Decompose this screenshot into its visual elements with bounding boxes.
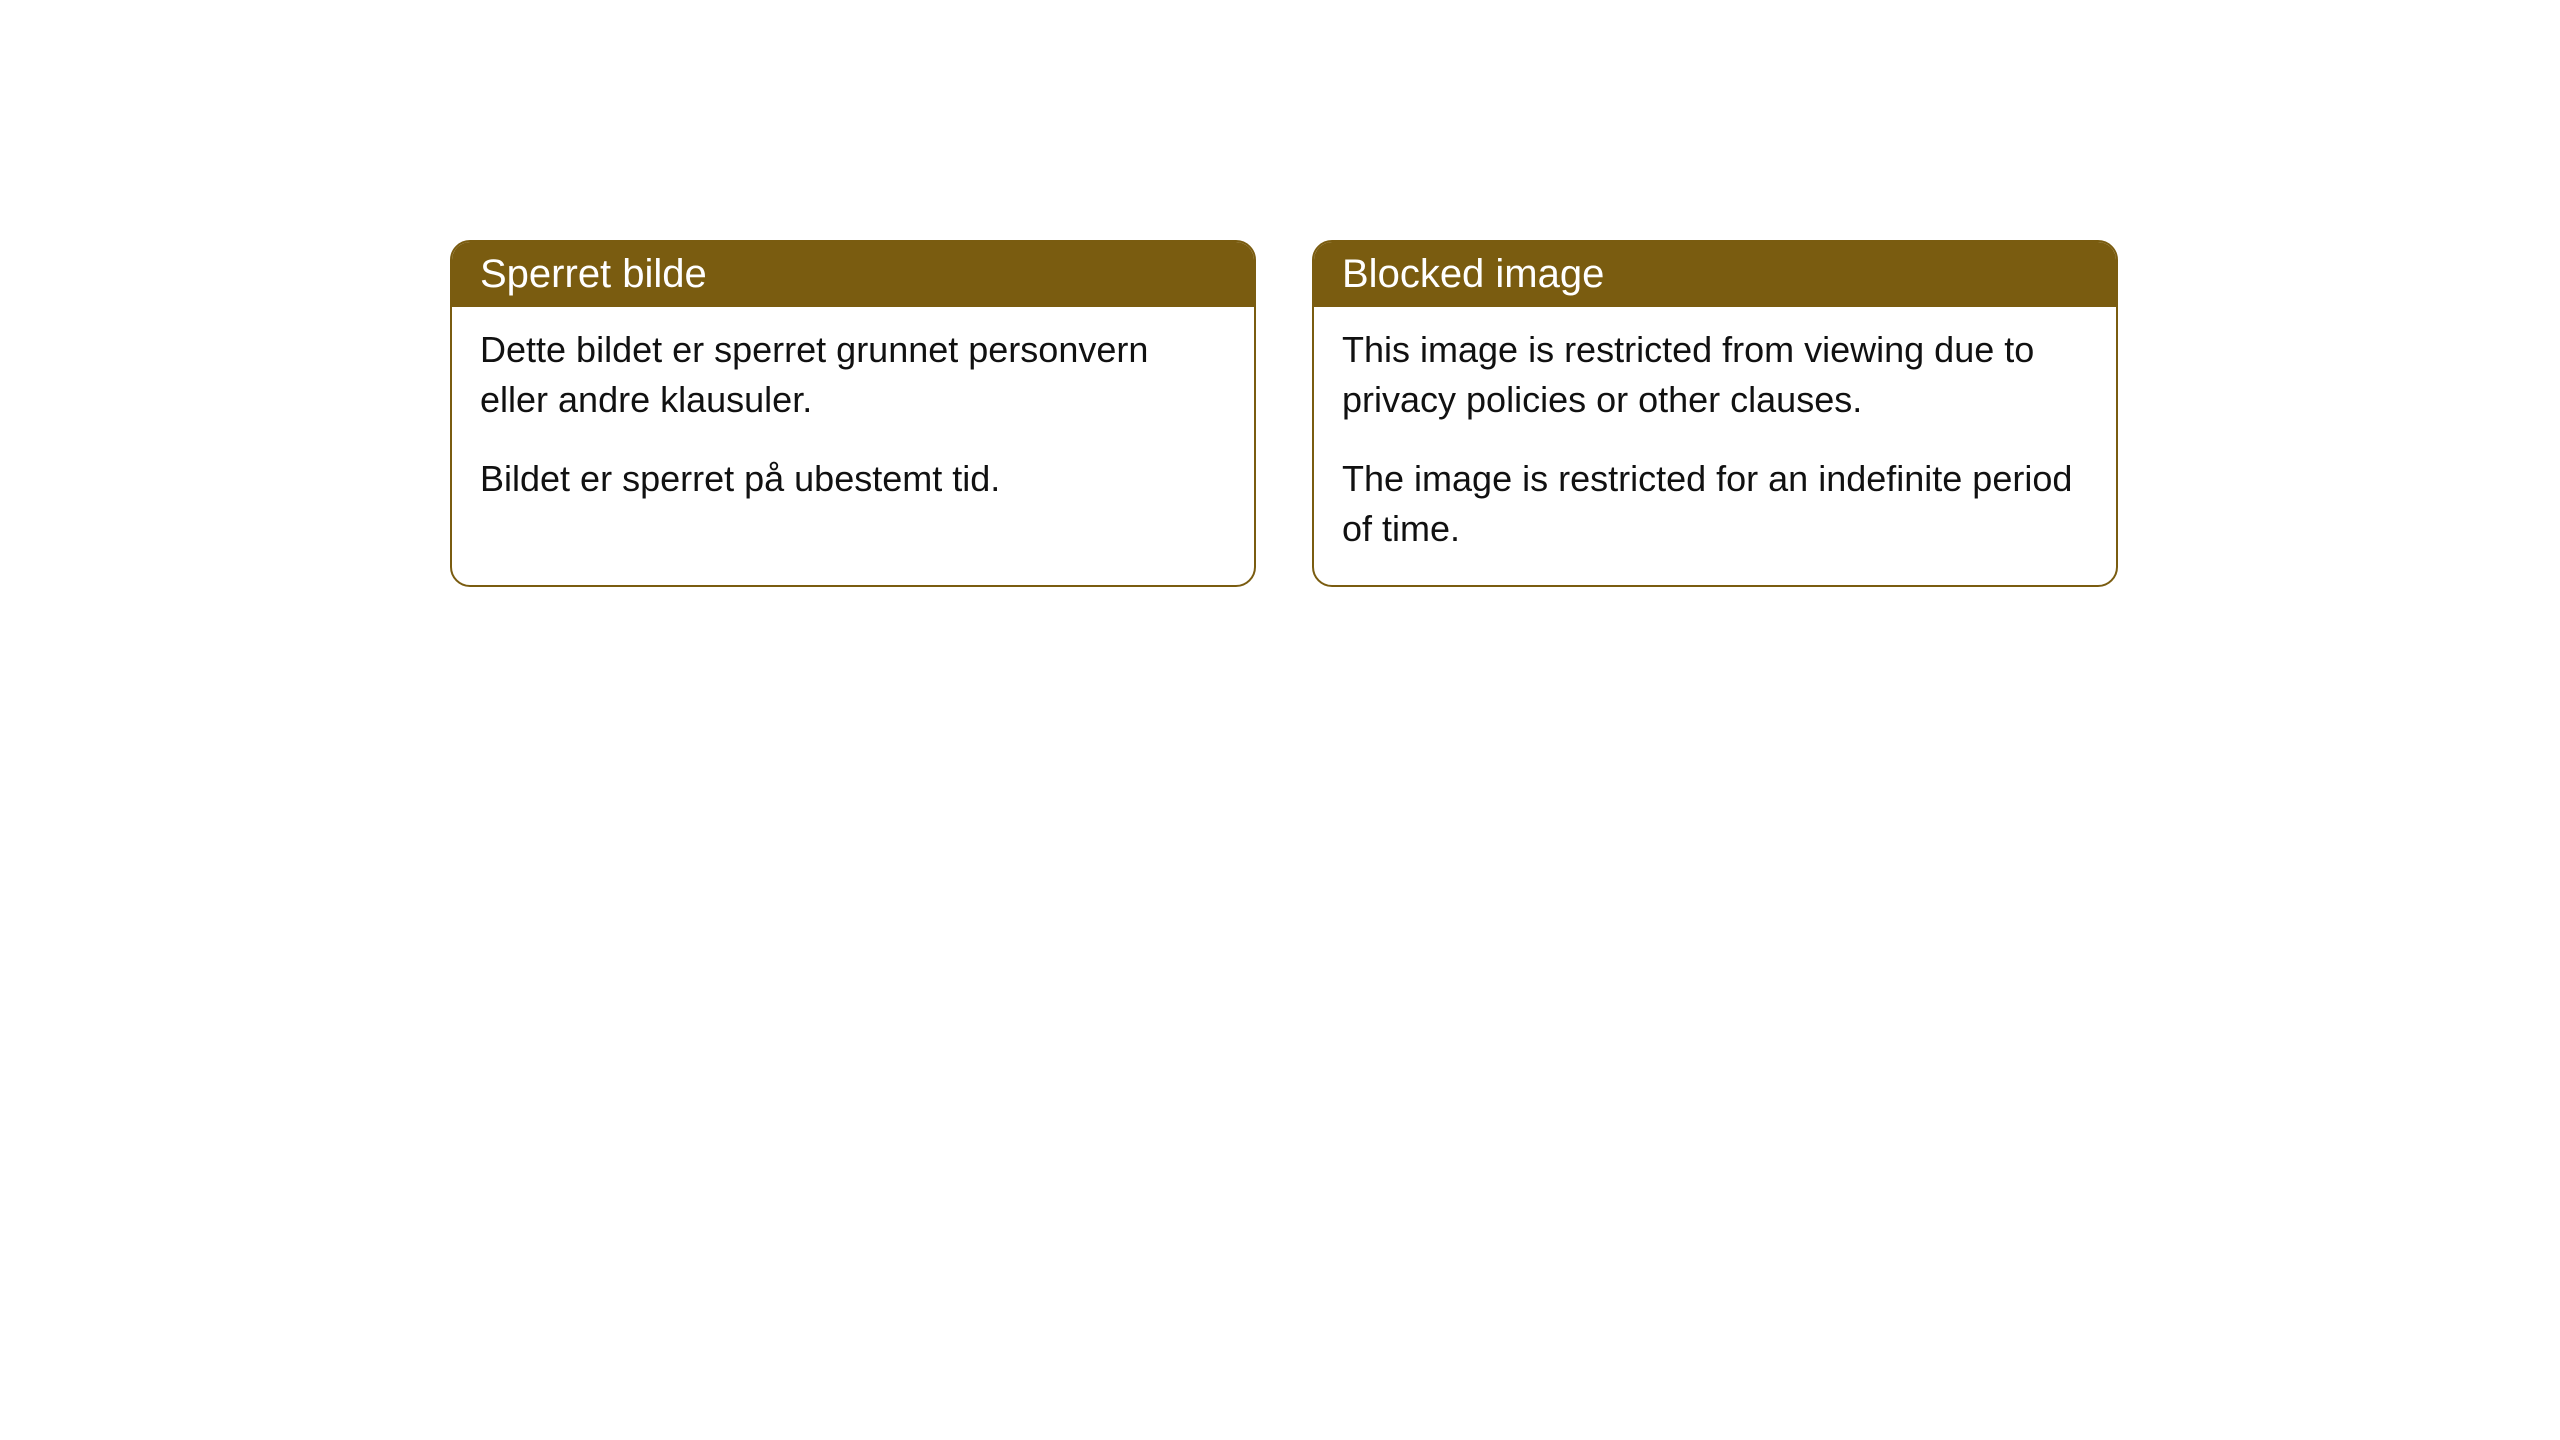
blocked-image-card-no: Sperret bilde Dette bildet er sperret gr… <box>450 240 1256 587</box>
card-paragraph-1-en: This image is restricted from viewing du… <box>1342 325 2088 426</box>
card-paragraph-1-no: Dette bildet er sperret grunnet personve… <box>480 325 1226 426</box>
card-body-en: This image is restricted from viewing du… <box>1314 307 2116 585</box>
card-paragraph-2-no: Bildet er sperret på ubestemt tid. <box>480 454 1226 504</box>
notice-cards-container: Sperret bilde Dette bildet er sperret gr… <box>450 240 2118 587</box>
card-body-no: Dette bildet er sperret grunnet personve… <box>452 307 1254 534</box>
blocked-image-card-en: Blocked image This image is restricted f… <box>1312 240 2118 587</box>
card-header-en: Blocked image <box>1314 242 2116 307</box>
card-paragraph-2-en: The image is restricted for an indefinit… <box>1342 454 2088 555</box>
card-header-no: Sperret bilde <box>452 242 1254 307</box>
